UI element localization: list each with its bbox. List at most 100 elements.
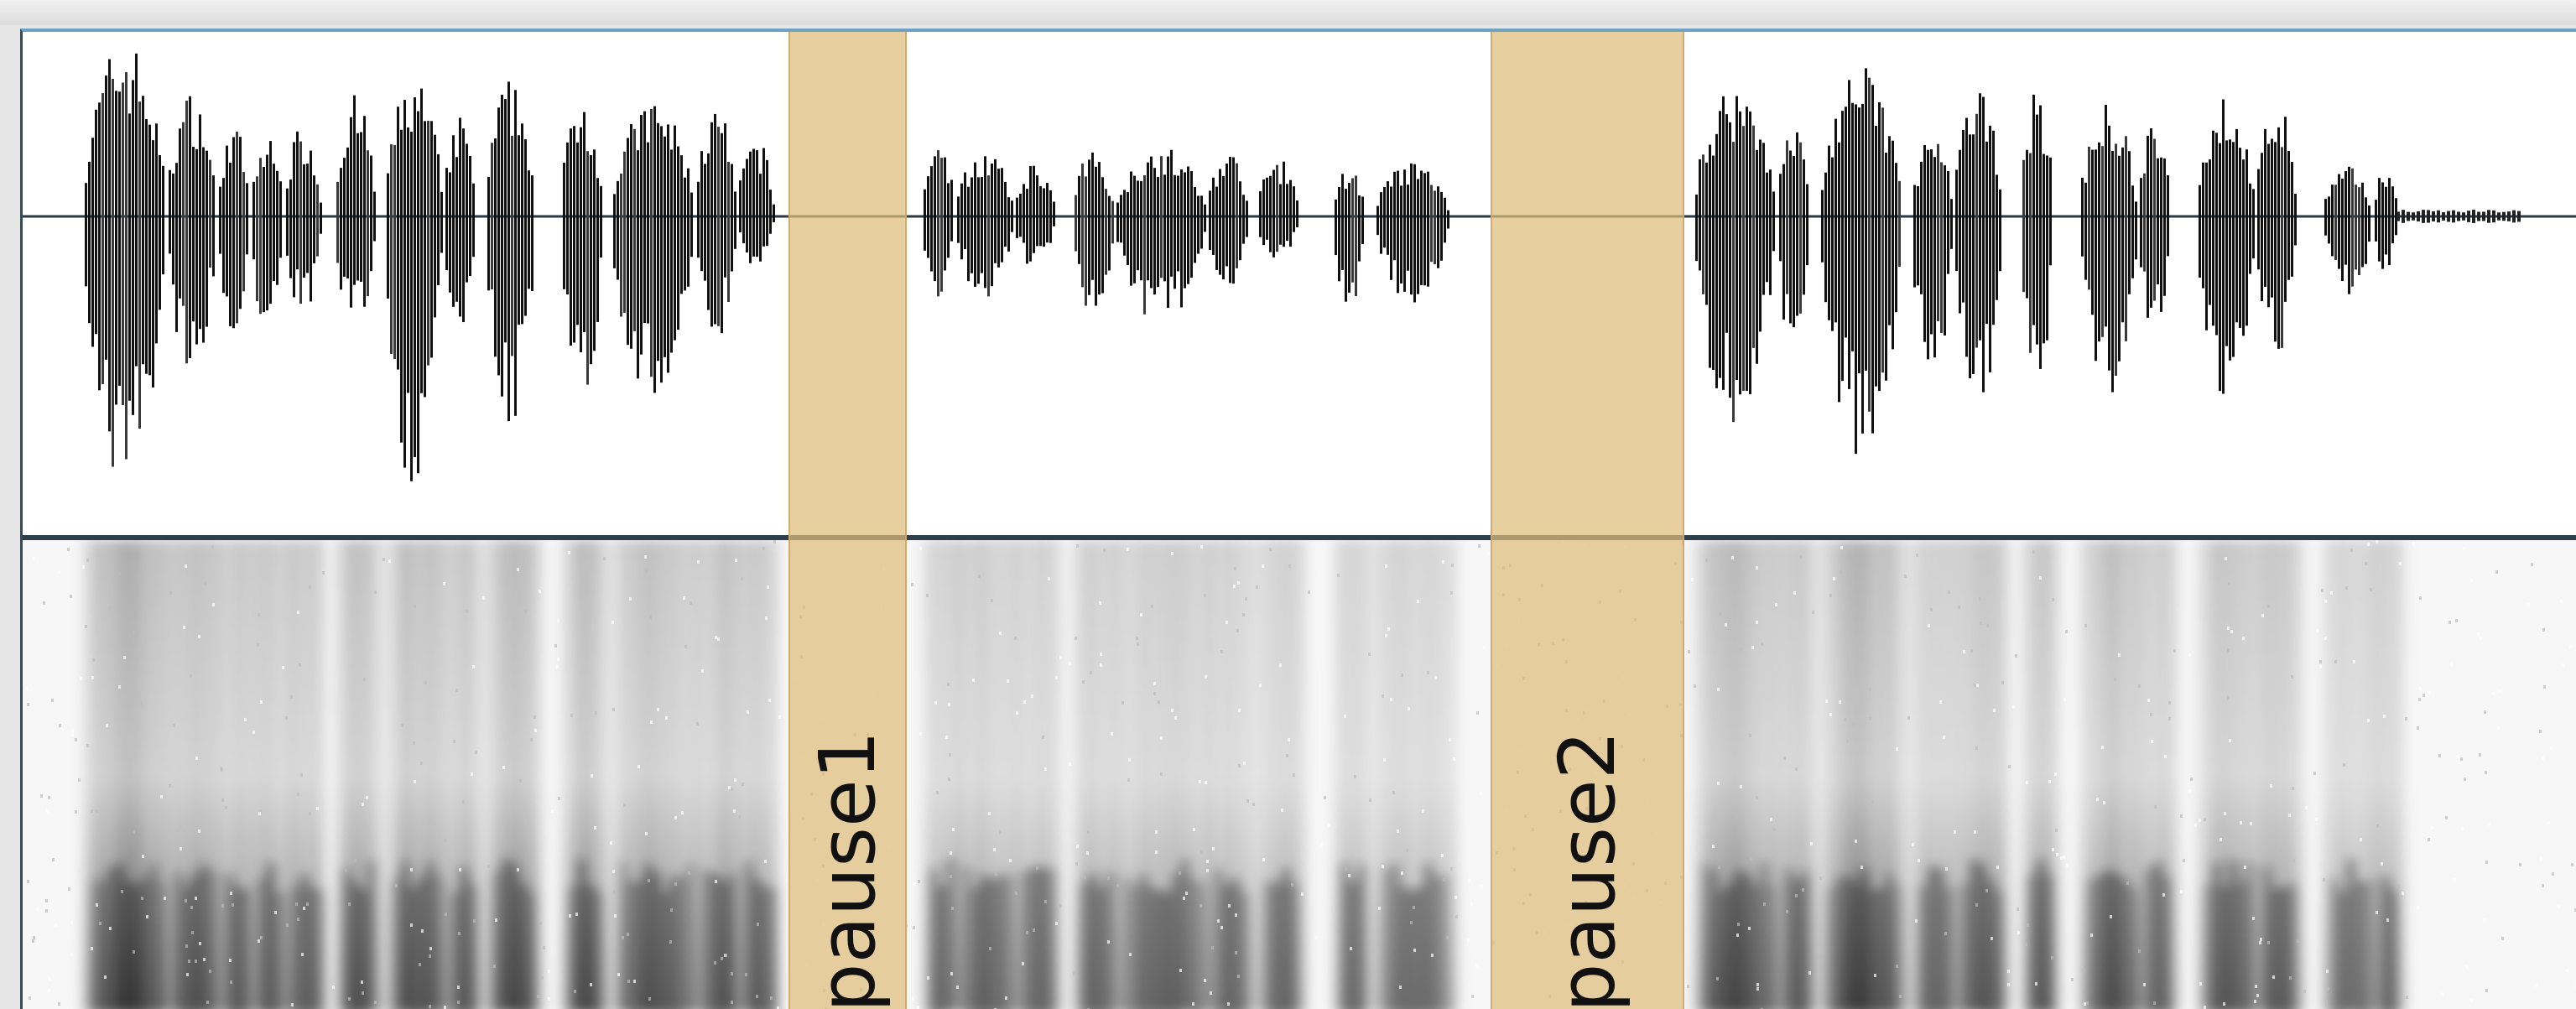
spectrogram-low-band <box>1407 890 1417 1009</box>
spectrogram-low-band <box>710 874 721 1009</box>
waveform-sample <box>303 164 305 278</box>
spectrogram-speckle-dot <box>2084 624 2087 627</box>
waveform-sample <box>507 81 510 422</box>
spectrogram-column <box>2078 540 2088 1009</box>
spectrogram-speckle-dot <box>169 784 171 788</box>
spectrogram-speckle-dot <box>1348 874 1350 877</box>
waveform-sample <box>256 176 258 302</box>
spectrogram-speckle-dot <box>309 585 311 589</box>
spectrogram-speckle-dot <box>2562 663 2564 667</box>
waveform-sample <box>310 150 312 302</box>
waveform-sample <box>494 138 497 357</box>
waveform-sample <box>2507 211 2511 221</box>
waveform-sample <box>674 125 676 341</box>
spectrogram-speckle-dot <box>2114 678 2116 681</box>
waveform-sample <box>2022 159 2025 293</box>
spectrogram-speckle-dot <box>2558 905 2560 908</box>
spectrogram-speckle-dot <box>993 848 996 851</box>
waveform-sample <box>206 150 208 327</box>
spectrogram-low-band <box>2162 876 2172 1009</box>
spectrogram-speckle-dot <box>1825 700 1828 703</box>
spectrogram-low-band <box>1700 863 1710 1009</box>
spectrogram-low-band <box>2220 886 2230 1009</box>
waveform-sample <box>1341 174 1344 270</box>
waveform-view[interactable] <box>23 32 2576 535</box>
spectrogram-speckle-dot <box>1238 764 1241 767</box>
pause-region-1[interactable]: pause1 <box>788 32 907 1009</box>
spectrogram-speckle-dot <box>1869 688 1871 691</box>
waveform-sample <box>1752 125 1755 348</box>
waveform-sample <box>2252 189 2255 259</box>
waveform-sample <box>2391 186 2394 244</box>
spectrogram-speckle-dot <box>2428 838 2430 841</box>
spectrogram-speckle-dot <box>1904 575 1907 578</box>
spectrogram-speckle-dot <box>199 942 201 945</box>
spectrogram-low-band <box>752 879 762 1009</box>
spectrogram-low-band <box>996 875 1006 1009</box>
spectrogram-low-band <box>1264 882 1274 1009</box>
waveform-sample <box>950 179 953 242</box>
spectrogram-speckle-dot <box>778 715 781 719</box>
spectrogram-speckle-dot <box>46 809 49 813</box>
spectrogram-speckle-dot <box>2327 987 2329 991</box>
spectrogram-speckle-dot <box>524 610 527 613</box>
spectrogram-speckle-dot <box>1996 866 1999 869</box>
spectrogram-speckle-dot <box>2353 660 2355 663</box>
waveform-sample <box>1892 140 1894 350</box>
spectrogram-low-band <box>1130 886 1140 1009</box>
spectrogram-speckle-dot <box>1279 663 1282 667</box>
spectrogram-speckle-dot <box>2255 985 2257 988</box>
spectrogram-speckle-dot <box>1220 650 1223 653</box>
spectrogram-speckle-dot <box>1795 767 1798 771</box>
spectrogram-speckle-dot <box>1033 928 1035 932</box>
waveform-sample <box>573 126 575 343</box>
spectrogram-speckle-dot <box>2086 1001 2089 1005</box>
spectrogram-speckle-dot <box>2052 848 2054 851</box>
spectrogram-speckle-dot <box>2256 994 2259 997</box>
spectrogram-speckle-dot <box>2259 941 2261 944</box>
spectrogram-speckle-dot <box>1256 585 1258 589</box>
pause-region-2[interactable]: pause2 <box>1491 32 1684 1009</box>
spectrogram-speckle-dot <box>2323 878 2325 882</box>
spectrogram-speckle-dot <box>389 886 392 889</box>
spectrogram-speckle-dot <box>316 807 319 810</box>
pane-divider[interactable] <box>23 535 2576 540</box>
spectrogram-low-band <box>425 862 435 1009</box>
spectrogram-speckle-dot <box>1939 700 1942 704</box>
spectrogram-speckle-dot <box>1476 711 1479 715</box>
spectrogram-view[interactable] <box>23 540 2576 1009</box>
spectrogram-speckle-dot <box>306 902 309 906</box>
spectrogram-speckle-dot <box>2495 570 2498 574</box>
spectrogram-speckle-dot <box>1467 939 1470 942</box>
spectrogram-low-band <box>1080 882 1090 1009</box>
spectrogram-column <box>2296 540 2306 1009</box>
spectrogram-speckle-dot <box>2445 816 2448 819</box>
waveform-sample <box>125 72 127 460</box>
waveform-sample <box>1098 162 1101 295</box>
waveform-sample <box>2432 211 2435 221</box>
spectrogram-speckle-dot <box>1090 671 1092 674</box>
spectrogram-speckle-dot <box>633 980 636 983</box>
spectrogram-speckle-dot <box>429 947 432 950</box>
waveform-sample <box>1955 169 1958 272</box>
spectrogram-speckle-dot <box>2483 918 2485 922</box>
spectrogram-speckle-dot <box>2083 969 2085 972</box>
spectrogram-speckle-dot <box>1736 934 1739 937</box>
spectrogram-low-band <box>2237 882 2247 1009</box>
waveform-sample <box>1437 186 1439 268</box>
waveform-sample <box>1824 172 1827 303</box>
spectrogram-speckle-dot <box>36 908 39 911</box>
waveform-sample <box>1739 111 1741 395</box>
waveform-sample <box>1167 156 1169 309</box>
spectrogram-speckle-dot <box>2367 719 2370 722</box>
spectrogram-speckle-dot <box>913 882 916 886</box>
spectrogram-low-band <box>1742 873 1752 1009</box>
waveform-sample <box>514 90 517 416</box>
waveform-sample <box>1940 162 1943 333</box>
spectrogram-column <box>1205 540 1215 1009</box>
spectrogram-speckle-dot <box>1023 700 1026 704</box>
spectrogram-speckle-dot <box>282 666 284 669</box>
waveform-sample <box>2205 162 2208 330</box>
spectrogram-speckle-dot <box>2315 818 2318 821</box>
waveform-sample <box>987 175 990 297</box>
